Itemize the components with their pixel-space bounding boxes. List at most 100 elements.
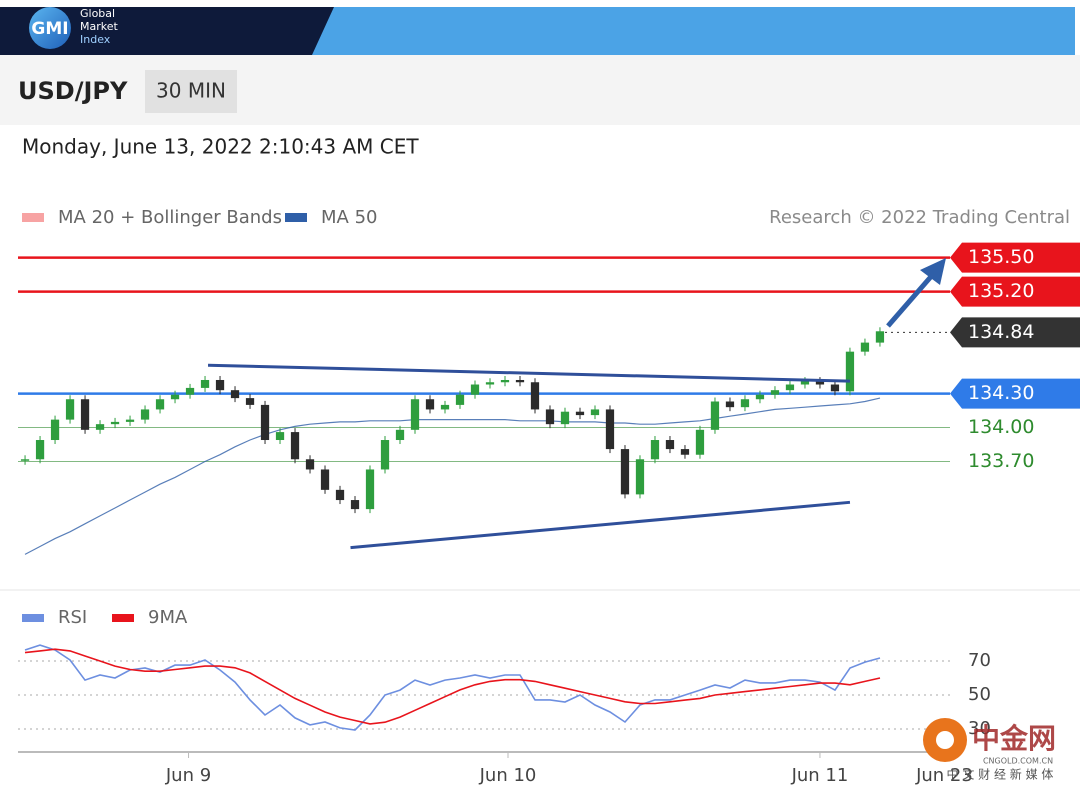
candle: [485, 382, 495, 385]
candle: [185, 387, 195, 395]
candle: [110, 421, 120, 425]
trendline: [207, 363, 850, 383]
level-label: 135.20: [968, 280, 1034, 302]
candle: [770, 390, 780, 395]
brand-line: Market: [80, 20, 118, 33]
legend-swatch: [285, 213, 307, 222]
y-tick-label: 50: [968, 684, 991, 705]
candle: [125, 419, 135, 422]
candle: [650, 440, 660, 460]
level-tag: [950, 378, 1080, 409]
candle: [605, 409, 615, 450]
candle: [245, 398, 255, 405]
rsi-line: [24, 648, 881, 725]
x-tick-label: Jun 9: [165, 765, 211, 786]
level-label: 135.50: [968, 246, 1034, 268]
candle: [335, 489, 345, 501]
rsi-line: [24, 644, 881, 731]
candle: [290, 432, 300, 460]
legend-label: RSI: [58, 607, 87, 628]
symbol: USD/JPY: [18, 77, 128, 105]
candle: [320, 469, 330, 490]
level-label: 133.70: [968, 450, 1034, 472]
candle: [470, 384, 480, 395]
interval-button[interactable]: [145, 70, 237, 113]
candle: [560, 411, 570, 425]
x-tick-label: Jun 23: [915, 765, 973, 786]
level-tag: [950, 276, 1080, 307]
legend-swatch: [112, 614, 134, 622]
candle: [95, 424, 105, 430]
level-label: 134.84: [968, 321, 1034, 343]
candle: [515, 379, 525, 383]
candle: [530, 382, 540, 410]
candle: [830, 384, 840, 392]
watermark-logo: [936, 731, 954, 749]
legend-label: 9MA: [148, 607, 188, 628]
candle: [410, 399, 420, 430]
header-dark: [0, 7, 334, 55]
candle: [275, 432, 285, 441]
brand-line: Global: [80, 7, 115, 20]
candle: [545, 409, 555, 425]
x-tick-label: Jun 11: [791, 765, 849, 786]
candle: [305, 459, 315, 470]
candle: [440, 404, 450, 410]
candle: [695, 429, 705, 455]
legend-label: MA 50: [321, 207, 377, 228]
candle: [590, 409, 600, 416]
brand-line: Index: [80, 33, 111, 46]
candle: [755, 394, 765, 400]
arrow-head: [920, 258, 946, 285]
candle: [635, 459, 645, 495]
candle: [140, 409, 150, 420]
candle: [455, 394, 465, 405]
candle: [800, 381, 810, 385]
candle: [380, 440, 390, 470]
candle: [170, 394, 180, 400]
candle: [875, 331, 885, 343]
ma-line: [24, 397, 881, 555]
candle: [155, 399, 165, 410]
candle: [710, 401, 720, 430]
interval[interactable]: 30 MIN: [156, 79, 226, 103]
candle: [260, 404, 270, 441]
plot: MA 20 + Bollinger Bands MA 50 Research © 2…: [18, 207, 1080, 786]
candle: [860, 342, 870, 352]
level-label: 134.00: [968, 416, 1034, 438]
watermark-tagline: 中 文 财 经 新 媒 体: [947, 767, 1054, 782]
candle: [395, 429, 405, 441]
level-tag: [950, 242, 1080, 273]
candle: [20, 459, 30, 461]
legend-swatch: [22, 614, 44, 622]
candle: [725, 401, 735, 408]
y-tick-label: 70: [968, 650, 991, 671]
candle: [65, 399, 75, 420]
trendline: [350, 500, 851, 550]
candle: [50, 419, 60, 441]
level-tag: [950, 317, 1080, 348]
watermark-name: 中金网: [972, 722, 1056, 755]
candle: [500, 379, 510, 383]
candle: [620, 449, 630, 495]
candle: [80, 399, 90, 430]
y-tick-label: 30: [968, 718, 991, 739]
candle: [740, 399, 750, 408]
candle: [365, 469, 375, 510]
level-label: 134.30: [968, 382, 1034, 404]
credit: Research © 2022 Trading Central: [769, 207, 1070, 228]
candle: [230, 390, 240, 399]
timestamp: Monday, June 13, 2022 2:10:43 AM CET: [22, 135, 419, 159]
candle: [785, 384, 795, 391]
x-tick-label: Jun 10: [479, 765, 537, 786]
candle: [425, 399, 435, 410]
candle: [845, 351, 855, 392]
legend-label: MA 20 + Bollinger Bands: [58, 207, 282, 228]
candle: [575, 411, 585, 416]
candle: [350, 500, 360, 510]
candle: [200, 379, 210, 388]
candle: [665, 440, 675, 450]
logo: GMI: [31, 19, 68, 39]
legend-swatch: [22, 213, 44, 222]
